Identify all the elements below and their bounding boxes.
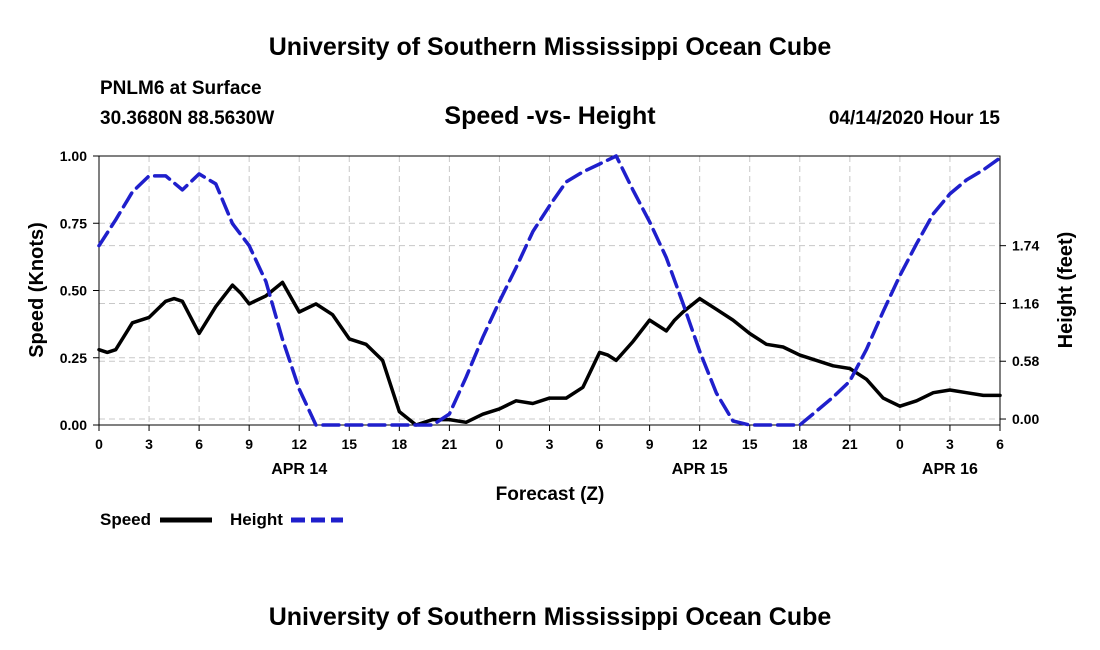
x-tick-label: 6	[596, 436, 604, 452]
y-tick-label: 1.00	[60, 148, 87, 164]
coords-label: 30.3680N 88.5630W	[100, 108, 274, 129]
y2-axis-label: Height (feet)	[1055, 232, 1077, 349]
x-tick-label: 21	[442, 436, 458, 452]
x-tick-label: 0	[896, 436, 904, 452]
y2-tick-label: 0.58	[1012, 353, 1039, 369]
datetime-label: 04/14/2020 Hour 15	[829, 108, 1001, 129]
x-tick-label: 21	[842, 436, 858, 452]
x-date-label: APR 15	[672, 461, 728, 478]
x-tick-label: 18	[792, 436, 808, 452]
footer-title: University of Southern Mississippi Ocean…	[269, 603, 832, 631]
x-tick-label: 3	[546, 436, 554, 452]
x-tick-label: 18	[392, 436, 408, 452]
axes: 0 3 6 9 12 15 18 21 0 3 6 9 12 15 18 21 0 3 6 APR 14 APR 15 A…	[60, 148, 1040, 478]
y-tick-label: 0.25	[60, 350, 87, 366]
data-series	[97, 154, 1002, 427]
x-axis-label: Forecast (Z)	[496, 484, 605, 505]
chart-title: University of Southern Mississippi Ocean…	[269, 33, 832, 61]
station-label: PNLM6 at Surface	[100, 78, 262, 99]
y-tick-label: 0.50	[60, 283, 87, 299]
y2-tick-label: 0.00	[1012, 411, 1039, 427]
y-tick-label: 0.75	[60, 215, 87, 231]
x-tick-label: 0	[496, 436, 504, 452]
legend-speed-label: Speed	[100, 510, 151, 529]
x-tick-label: 3	[946, 436, 954, 452]
x-tick-label: 9	[646, 436, 654, 452]
x-tick-label: 0	[95, 436, 103, 452]
legend: Speed Height	[100, 510, 343, 529]
y-axis-label: Speed (Knots)	[26, 222, 48, 358]
x-date-label: APR 14	[271, 461, 327, 478]
y2-tick-label: 1.16	[1012, 295, 1039, 311]
x-tick-label: 6	[195, 436, 203, 452]
grid-lines	[98, 156, 1001, 425]
x-tick-label: 15	[742, 436, 758, 452]
plot-frame	[98, 155, 1001, 426]
x-tick-label: 9	[245, 436, 253, 452]
x-date-label: APR 16	[922, 461, 978, 478]
y2-tick-label: 1.74	[1012, 238, 1039, 254]
x-tick-label: 6	[996, 436, 1004, 452]
x-tick-label: 15	[341, 436, 357, 452]
height-series-line	[97, 154, 1002, 427]
speed-series-line	[97, 280, 1002, 427]
x-tick-label: 12	[291, 436, 307, 452]
x-tick-label: 3	[145, 436, 153, 452]
x-tick-label: 12	[692, 436, 708, 452]
legend-height-label: Height	[230, 510, 283, 529]
chart-subtitle: Speed -vs- Height	[444, 102, 656, 130]
y-tick-label: 0.00	[60, 417, 87, 433]
